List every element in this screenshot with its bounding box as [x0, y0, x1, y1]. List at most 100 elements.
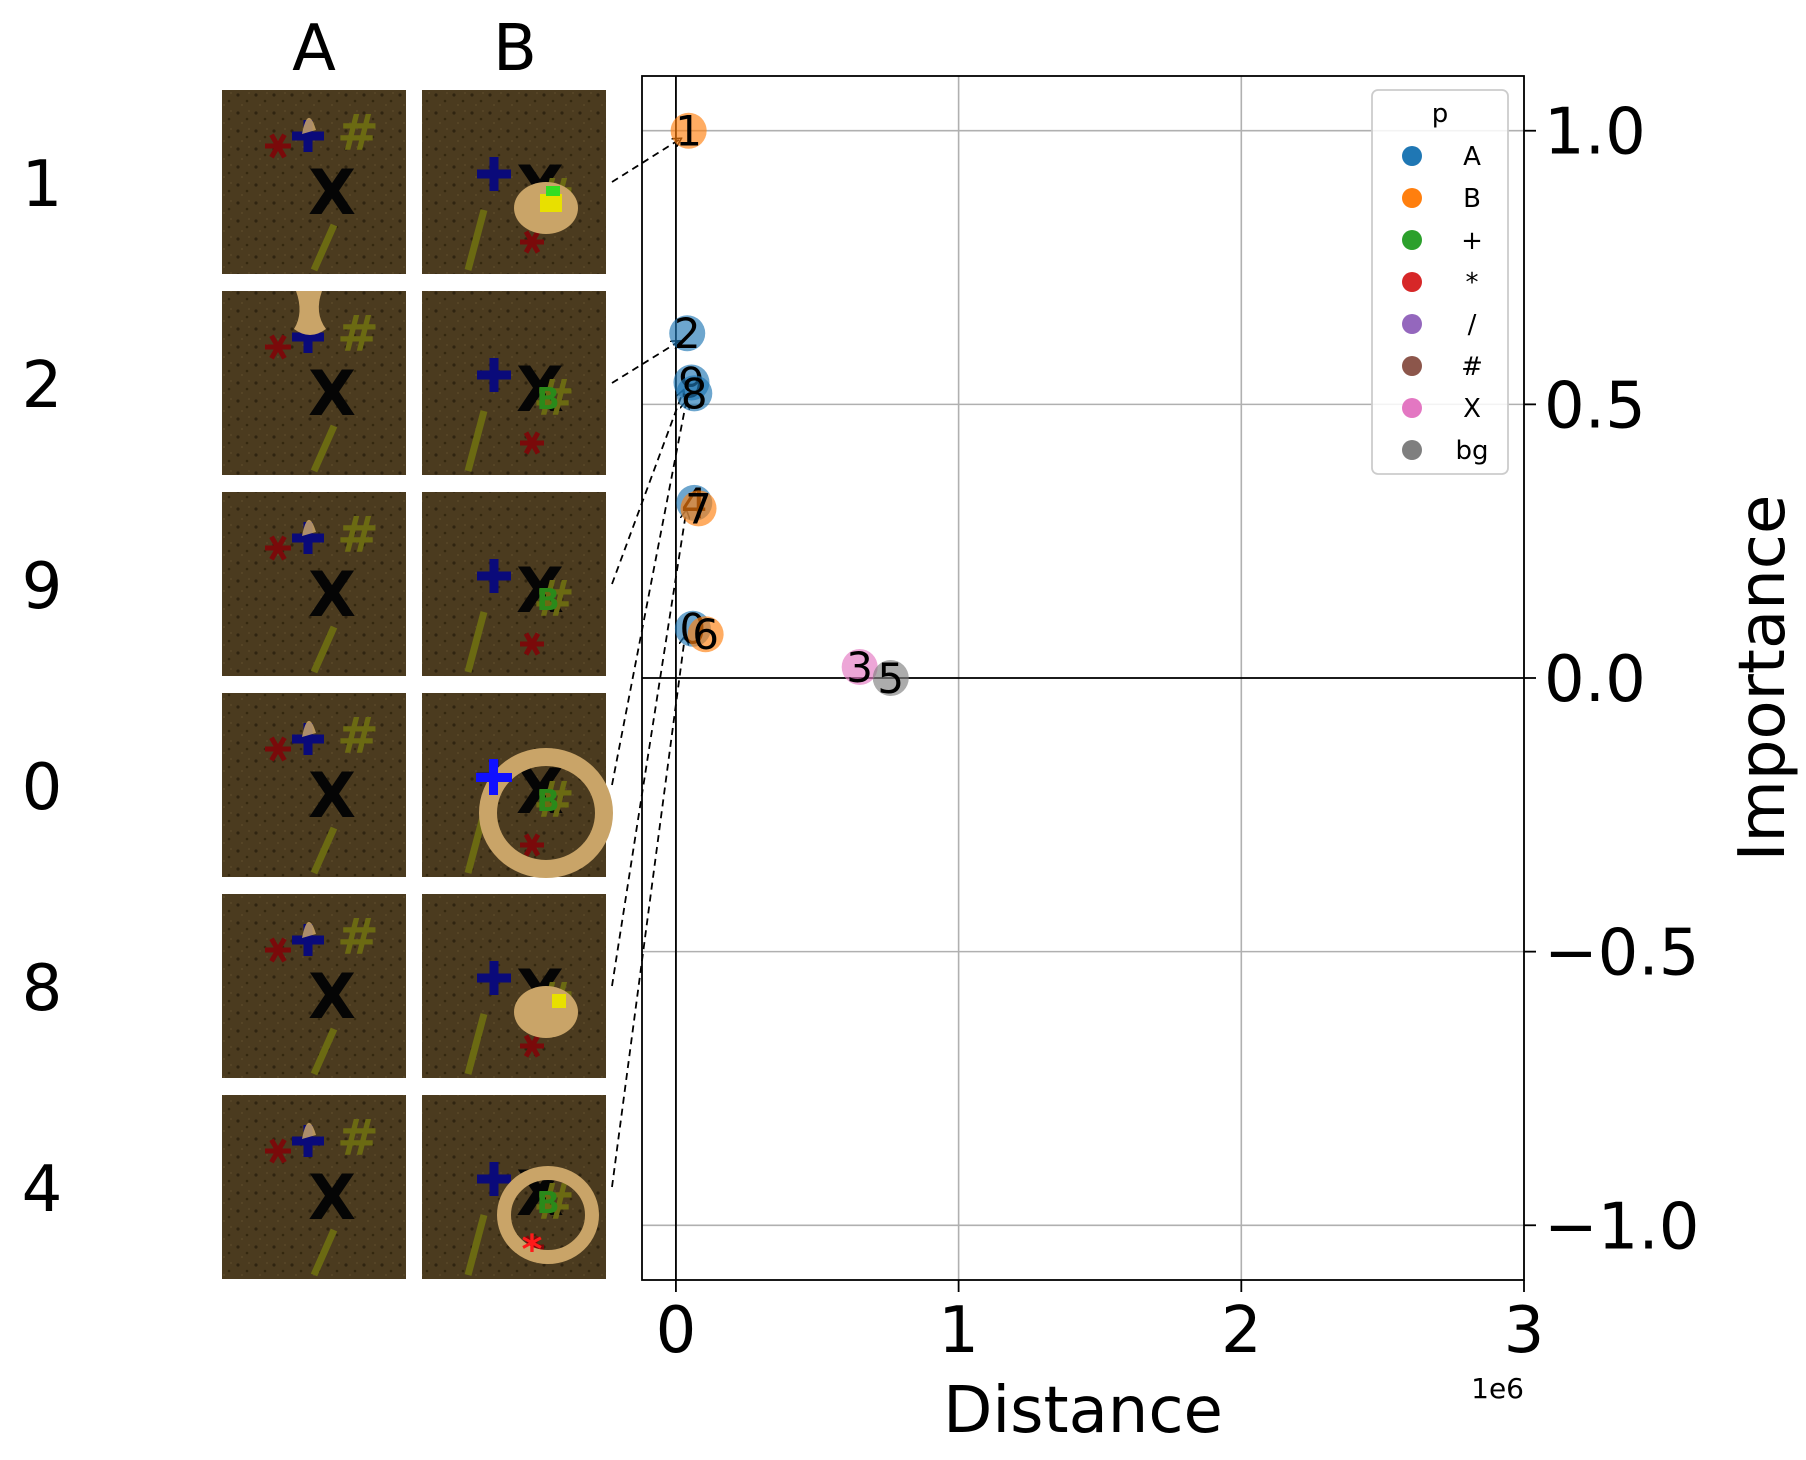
image-tile-b-2: X#B — [422, 291, 606, 475]
legend-box — [1371, 89, 1509, 475]
legend-marker — [1402, 314, 1422, 334]
data-point: 8 — [676, 369, 713, 418]
y-tick-label: 0.5 — [1544, 369, 1646, 443]
svg-text:#: # — [533, 570, 575, 628]
svg-text:X: X — [308, 558, 356, 631]
svg-text:X: X — [308, 1161, 356, 1234]
image-tile-a-8: #X — [222, 894, 406, 1078]
data-point: 6 — [687, 610, 724, 659]
legend-label: B — [1463, 184, 1481, 214]
legend-label: A — [1463, 142, 1481, 172]
x-ticks: 0 1 2 3 — [656, 1280, 1544, 1368]
image-tiles: #X#X#X#X#X#XX#BX#BX#BX#BX#BX#B* — [222, 90, 613, 1279]
svg-text:X: X — [308, 759, 356, 832]
svg-text:B: B — [537, 382, 560, 417]
svg-text:B: B — [537, 1186, 560, 1221]
svg-text:X: X — [308, 960, 356, 1033]
point-marker — [841, 649, 878, 686]
legend-marker — [1402, 146, 1422, 166]
row-labels: 1 2 9 0 8 4 — [22, 148, 63, 1227]
image-tile-b-8: X#B — [422, 894, 606, 1078]
image-tile-a-4: #X — [222, 1095, 406, 1279]
legend-marker — [1402, 272, 1422, 292]
data-point: 1 — [670, 107, 707, 156]
svg-text:#: # — [337, 707, 379, 765]
point-label: 2 — [674, 309, 701, 358]
legend-label: * — [1466, 268, 1479, 298]
svg-text:#: # — [533, 369, 575, 427]
legend-entry: / — [1402, 310, 1477, 340]
svg-text:#: # — [337, 908, 379, 966]
svg-text:X: X — [516, 353, 564, 426]
image-tile-a-9: #X — [222, 492, 406, 676]
point-label: 3 — [846, 643, 873, 692]
point-marker — [872, 660, 909, 696]
image-tile-a-0: #X — [222, 693, 406, 877]
svg-text:*: * — [522, 1227, 543, 1273]
svg-text:#: # — [533, 771, 575, 829]
arrow — [611, 401, 686, 786]
data-point: 5 — [872, 654, 909, 703]
data-points: 1298470635 — [669, 107, 909, 703]
point-marker — [670, 112, 707, 149]
point-label: 6 — [692, 610, 719, 659]
point-label: 1 — [675, 107, 702, 156]
svg-text:X: X — [516, 554, 564, 627]
row-label: 0 — [22, 751, 63, 825]
x-offset-text: 1e6 — [1471, 1372, 1524, 1405]
arrow — [611, 511, 686, 987]
y-tick-label: −1.0 — [1544, 1190, 1699, 1264]
y-tick-label: 0.0 — [1544, 643, 1646, 717]
svg-text:X: X — [308, 357, 356, 430]
zero-lines — [642, 76, 1524, 1280]
point-label: 7 — [685, 484, 712, 533]
point-marker — [687, 616, 724, 653]
point-marker — [669, 315, 706, 352]
legend-entry: A — [1402, 142, 1481, 172]
point-marker — [676, 375, 713, 412]
image-tile-b-4: X#B* — [422, 1095, 606, 1279]
image-tile-b-1: X#B — [422, 90, 606, 274]
column-header-b: B — [493, 12, 537, 86]
legend-entry: X — [1402, 394, 1481, 424]
arrow — [611, 637, 685, 1188]
svg-text:#: # — [337, 1109, 379, 1167]
data-point: 2 — [669, 309, 706, 358]
legend-marker — [1402, 440, 1422, 460]
legend-label: # — [1461, 352, 1483, 382]
legend-entry: + — [1402, 226, 1483, 256]
data-point: 3 — [841, 643, 878, 692]
image-tile-b-9: X#B — [422, 492, 606, 676]
row-label: 1 — [22, 148, 63, 222]
image-tile-b-0: X#B — [422, 693, 613, 878]
column-header-a: A — [292, 12, 336, 86]
x-tick-label: 0 — [656, 1294, 697, 1368]
y-tick-label: 1.0 — [1544, 96, 1646, 170]
image-tile-a-1: #X — [222, 90, 406, 274]
y-axis-label: Importance — [1726, 495, 1800, 862]
legend: pAB + * / # Xbg — [1371, 89, 1509, 475]
legend-entry: B — [1402, 184, 1481, 214]
data-point: 7 — [680, 484, 717, 533]
legend-entry: # — [1402, 352, 1483, 382]
svg-text:B: B — [537, 784, 560, 819]
row-label: 9 — [22, 550, 63, 624]
svg-text:#: # — [337, 305, 379, 363]
row-label: 4 — [22, 1153, 63, 1227]
legend-entry: bg — [1402, 436, 1489, 466]
svg-text:#: # — [337, 506, 379, 564]
legend-entry: * — [1402, 268, 1479, 298]
x-axis-label: Distance — [943, 1374, 1223, 1448]
arrows — [611, 139, 686, 1188]
legend-label: bg — [1455, 436, 1488, 466]
row-label: 2 — [22, 349, 63, 423]
y-ticks: −1.0 −0.5 0.0 0.5 1.0 — [1524, 96, 1699, 1264]
point-marker — [680, 490, 717, 527]
point-label: 5 — [877, 654, 904, 703]
point-label: 8 — [681, 369, 708, 418]
image-tile-a-2: #X — [222, 291, 406, 475]
legend-label: + — [1461, 226, 1483, 256]
legend-label: X — [1463, 394, 1481, 424]
